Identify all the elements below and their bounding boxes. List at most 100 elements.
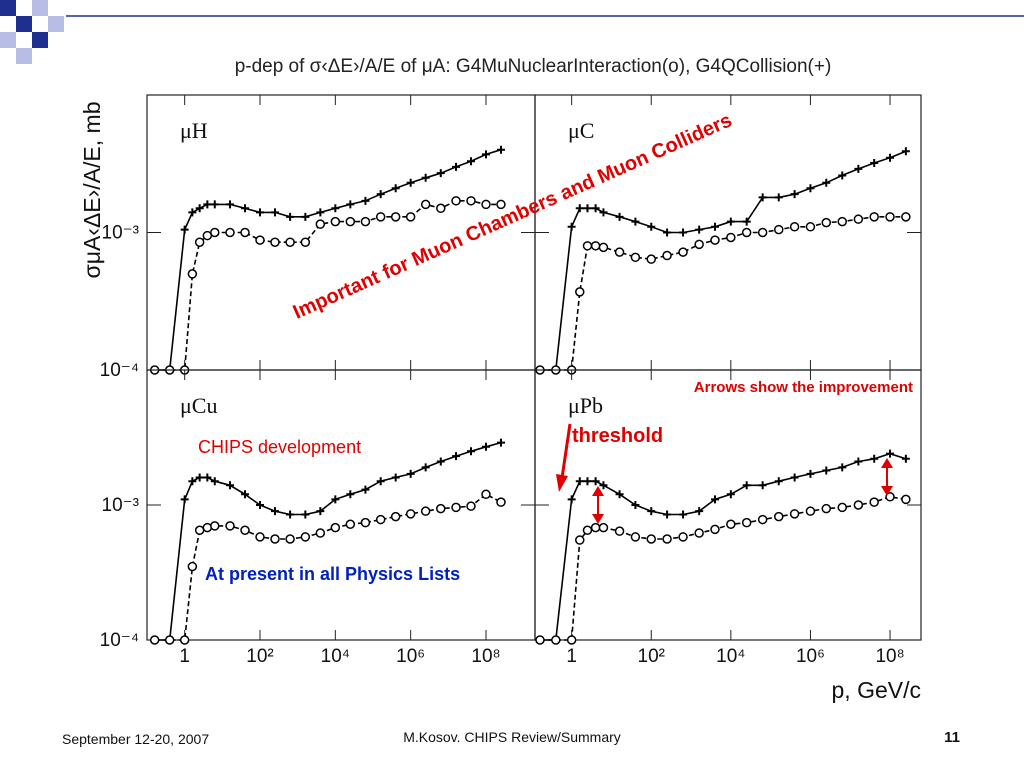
point [726, 217, 735, 226]
panel: μC [534, 94, 922, 375]
point [255, 235, 265, 245]
point [582, 241, 593, 251]
point [390, 212, 401, 222]
point [837, 216, 847, 227]
point [853, 214, 864, 224]
x-tick-label: 10⁸ [875, 646, 904, 667]
series-line [154, 200, 501, 371]
point [822, 466, 831, 475]
point [226, 481, 235, 490]
point [694, 239, 704, 250]
point [647, 507, 656, 516]
series-line [540, 216, 906, 371]
point [614, 247, 625, 257]
point [330, 522, 341, 533]
series-line [154, 441, 502, 641]
point [901, 454, 910, 463]
point [496, 199, 506, 210]
point [726, 490, 735, 499]
point [240, 227, 250, 238]
point [789, 509, 800, 519]
point [901, 494, 911, 505]
point [790, 190, 799, 199]
point [179, 635, 190, 645]
point [630, 252, 641, 263]
point [270, 507, 279, 516]
point [679, 510, 688, 519]
point [710, 235, 720, 245]
point [758, 193, 767, 202]
annotation: CHIPS development [198, 437, 361, 457]
point [869, 497, 879, 507]
point [741, 227, 752, 238]
x-tick-label: 10⁶ [796, 646, 825, 667]
point [885, 492, 895, 502]
point [467, 447, 476, 456]
annotation: Arrows show the improvement [694, 379, 913, 396]
point [361, 485, 370, 494]
point [420, 199, 431, 210]
point [870, 454, 879, 463]
point [631, 501, 640, 509]
point [391, 473, 400, 482]
point [202, 522, 213, 533]
x-tick-label: 10² [638, 646, 665, 667]
panel-title: μH [180, 118, 208, 143]
point [346, 200, 355, 209]
point [210, 521, 220, 531]
point [436, 457, 445, 466]
x-axis-label: p, GeV/c [832, 677, 921, 703]
annotation: Important for Muon Chambers and Muon Col… [290, 109, 735, 323]
point [615, 490, 624, 499]
point [885, 212, 895, 222]
point [789, 222, 800, 232]
point [315, 528, 326, 538]
point [679, 228, 688, 237]
point [591, 477, 600, 486]
panel: μCu 1 10² 10⁴ 10⁶ 10⁸ 10⁻⁴ 10⁻³ [100, 369, 536, 667]
point [187, 269, 198, 279]
point [806, 469, 815, 478]
point [630, 532, 641, 542]
y-tick-label: 10⁻⁴ [100, 360, 139, 381]
point [301, 510, 310, 519]
point [390, 511, 401, 522]
point [678, 247, 688, 257]
point [481, 199, 491, 210]
point [270, 237, 280, 247]
point [599, 208, 608, 217]
point [203, 200, 212, 209]
point [695, 225, 704, 234]
point [316, 208, 325, 217]
point [886, 449, 895, 458]
point [180, 495, 189, 504]
point [225, 227, 235, 238]
point [663, 510, 672, 519]
point [583, 477, 592, 486]
point [805, 506, 816, 516]
point [226, 200, 235, 209]
y-tick-label: 10⁻³ [102, 223, 140, 244]
x-tick-label: 1 [566, 646, 577, 667]
point [285, 534, 295, 544]
point [421, 463, 430, 472]
point [774, 193, 783, 202]
point [225, 521, 235, 531]
point [195, 473, 204, 482]
point [406, 469, 415, 478]
point [854, 457, 863, 466]
point [821, 217, 832, 228]
point [496, 497, 506, 507]
point [662, 534, 672, 544]
point [240, 525, 250, 536]
point [346, 490, 355, 499]
point [551, 635, 561, 645]
point [901, 212, 911, 222]
point [496, 438, 505, 447]
point [286, 212, 295, 221]
point [241, 490, 250, 499]
point [466, 501, 476, 511]
x-tick-label: 10⁶ [396, 646, 425, 667]
point [149, 635, 160, 645]
